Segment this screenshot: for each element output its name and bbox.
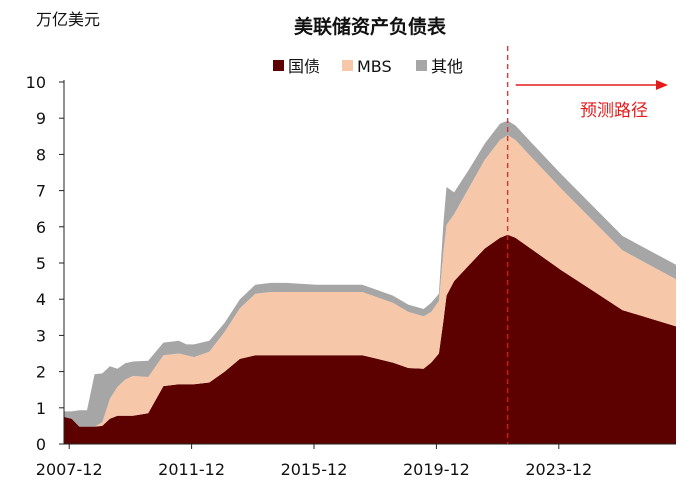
legend-swatch [342, 60, 353, 71]
legend-label: 其他 [431, 57, 463, 76]
y-tick-label: 1 [36, 399, 46, 418]
area-1 [64, 234, 676, 444]
x-tick-label: 2015-12 [281, 460, 348, 479]
legend-swatch [416, 60, 427, 71]
y-tick-label: 4 [36, 290, 46, 309]
y-tick-label: 8 [36, 145, 46, 164]
legend-label: 国债 [288, 57, 320, 76]
area-2 [64, 135, 676, 427]
projection-marker: 预测路径 [507, 46, 668, 444]
y-tick-label: 2 [36, 363, 46, 382]
x-tick-label: 2011-12 [158, 460, 225, 479]
chart-title: 美联储资产负债表 [294, 15, 447, 38]
y-tick-label: 6 [36, 218, 46, 237]
y-tick-label: 3 [36, 326, 46, 345]
x-tick-label: 2007-12 [36, 460, 103, 479]
x-tick-label: 2019-12 [403, 460, 470, 479]
y-tick-label: 10 [26, 73, 46, 92]
y-tick-label: 5 [36, 254, 46, 273]
legend-label: MBS [357, 57, 392, 76]
x-tick-label: 2023-12 [525, 460, 592, 479]
area-series [64, 120, 676, 444]
axes: 0 1 2 3 4 5 6 7 8 9 10 2007-12 2011-12 2015-12 2019-12… [26, 73, 676, 479]
legend: 国债 MBS 其他 [273, 57, 463, 76]
projection-label: 预测路径 [580, 101, 648, 121]
legend-swatch [273, 60, 284, 71]
y-tick-label: 9 [36, 109, 46, 128]
unit-label: 万亿美元 [36, 10, 100, 29]
projection-arrow-head [656, 80, 668, 90]
y-tick-label: 7 [36, 182, 46, 201]
y-tick-label: 0 [36, 435, 46, 454]
